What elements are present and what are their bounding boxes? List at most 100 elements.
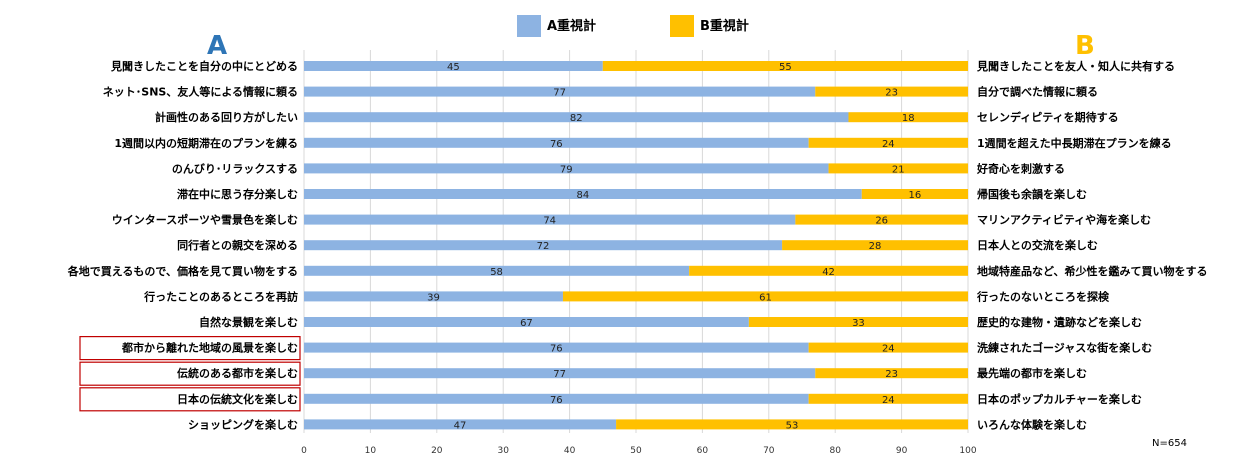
data-label-b: 18: [902, 113, 915, 124]
category-label-a: ネット･SNS、友人等による情報に頼る: [103, 85, 298, 99]
data-label-a: 77: [553, 369, 566, 380]
category-label-a: 見聞きしたことを自分の中にとどめる: [110, 59, 298, 73]
data-label-b: 24: [882, 395, 895, 406]
bar-a: [304, 368, 816, 379]
bar-a: [304, 393, 809, 404]
category-label-a: 1週間以内の短期滞在のプランを練る: [114, 136, 298, 150]
x-tick-label: 70: [763, 446, 775, 456]
bar-b: [689, 265, 968, 276]
data-label-a: 72: [537, 241, 550, 252]
data-label-b: 55: [779, 62, 792, 73]
bar-b: [602, 61, 968, 71]
category-label-b: 自分で調べた情報に頼る: [977, 85, 1098, 99]
bar-a: [304, 265, 690, 276]
data-label-b: 23: [885, 88, 898, 99]
bar-a: [304, 291, 563, 302]
highlight-box: [79, 361, 301, 386]
category-label-b: 日本人との交流を楽しむ: [977, 238, 1098, 252]
bar-a: [304, 240, 783, 251]
category-label-a: 行ったことのあるところを再訪: [143, 289, 298, 303]
category-label-b: セレンディピティを期待する: [977, 110, 1119, 124]
bar-a: [304, 61, 603, 71]
bar-a: [304, 317, 749, 327]
data-label-a: 67: [520, 318, 533, 329]
data-label-b: 16: [909, 190, 922, 201]
data-label-b: 42: [822, 267, 835, 278]
data-label-b: 28: [869, 241, 882, 252]
category-label-a: 伝統のある都市を楽しむ: [177, 366, 298, 380]
legend-label-a: A重視計: [547, 18, 596, 34]
x-axis: 0 10 20 30 40 50 60 70 80 90 100: [301, 446, 977, 456]
x-tick-label: 60: [697, 446, 709, 456]
category-label-b: いろんな体験を楽しむ: [977, 417, 1087, 431]
category-label-b: 行ったのないところを探検: [976, 289, 1110, 303]
category-label-b: 好奇心を刺激する: [976, 161, 1065, 175]
data-label-a: 84: [577, 190, 590, 201]
heading-b: B: [1075, 31, 1095, 61]
x-tick-label: 80: [829, 446, 841, 456]
category-label-b: 歴史的な建物・遺跡などを楽しむ: [977, 315, 1142, 329]
data-label-a: 47: [454, 420, 467, 431]
sample-size-note: N=654: [1152, 438, 1187, 449]
bar-b: [815, 368, 968, 379]
data-label-b: 24: [882, 139, 895, 150]
bar-b: [748, 317, 968, 327]
bar-a: [304, 419, 617, 430]
data-label-a: 45: [447, 62, 460, 73]
x-tick-label: 10: [365, 446, 377, 456]
category-label-b: 帰国後も余韻を楽しむ: [977, 187, 1087, 201]
bar-b: [562, 291, 968, 302]
bar-b: [828, 163, 968, 174]
category-label-a: ショッピングを楽しむ: [188, 417, 298, 431]
category-label-a: 同行者との親交を深める: [177, 238, 298, 252]
highlight-box: [79, 387, 301, 412]
data-label-a: 39: [427, 292, 440, 303]
bar-b: [848, 112, 968, 123]
data-label-b: 33: [852, 318, 865, 329]
x-tick-label: 40: [564, 446, 576, 456]
bar-b: [616, 419, 968, 430]
bar-a: [304, 137, 809, 148]
bar-b: [808, 393, 968, 404]
data-label-a: 74: [543, 216, 556, 227]
data-label-a: 76: [550, 139, 563, 150]
x-tick-label: 90: [896, 446, 908, 456]
category-label-a: 滞在中に思う存分楽しむ: [177, 187, 298, 201]
x-tick-label: 0: [301, 446, 307, 456]
category-label-b: 最先端の都市を楽しむ: [977, 366, 1087, 380]
legend-swatch-a: [517, 15, 541, 37]
category-label-a: のんびり･リラックスする: [172, 161, 298, 175]
category-label-a: ウインタースポーツや雪景色を楽しむ: [112, 213, 298, 227]
bar-a: [304, 163, 829, 174]
bar-b: [808, 137, 968, 148]
data-label-b: 23: [885, 369, 898, 380]
heading-a: A: [207, 31, 227, 61]
category-label-b: 1週間を超えた中長期滞在プランを練る: [977, 136, 1172, 150]
bar-b: [808, 342, 968, 353]
bar-b: [861, 189, 968, 199]
legend: A重視計 B重視計: [517, 15, 749, 37]
bar-b: [795, 214, 968, 225]
category-label-b: 日本のポップカルチャーを楽しむ: [977, 392, 1142, 406]
data-label-b: 61: [759, 292, 772, 303]
x-tick-label: 100: [959, 446, 976, 456]
bar-b: [815, 86, 968, 97]
category-label-a: 日本の伝統文化を楽しむ: [177, 392, 298, 406]
category-labels: 見聞きしたことを自分の中にとどめる 見聞きしたことを友人・知人に共有するネット･S…: [67, 59, 1208, 431]
data-label-a: 79: [560, 164, 573, 175]
category-label-b: マリンアクティビティや海を楽しむ: [977, 213, 1151, 227]
category-label-b: 洗練されたゴージャスな街を楽しむ: [977, 341, 1152, 355]
data-label-b: 26: [875, 216, 888, 227]
legend-swatch-b: [670, 15, 694, 37]
bar-a: [304, 86, 816, 97]
bar-a: [304, 112, 849, 123]
data-label-a: 58: [490, 267, 503, 278]
category-label-a: 都市から離れた地域の風景を楽しむ: [121, 341, 298, 355]
highlight-boxes: [79, 336, 301, 412]
data-label-a: 82: [570, 113, 583, 124]
category-label-a: 各地で買えるもので、価格を見て買い物をする: [67, 264, 298, 278]
x-tick-label: 30: [497, 446, 509, 456]
data-label-b: 21: [892, 164, 905, 175]
data-label-b: 53: [786, 420, 799, 431]
